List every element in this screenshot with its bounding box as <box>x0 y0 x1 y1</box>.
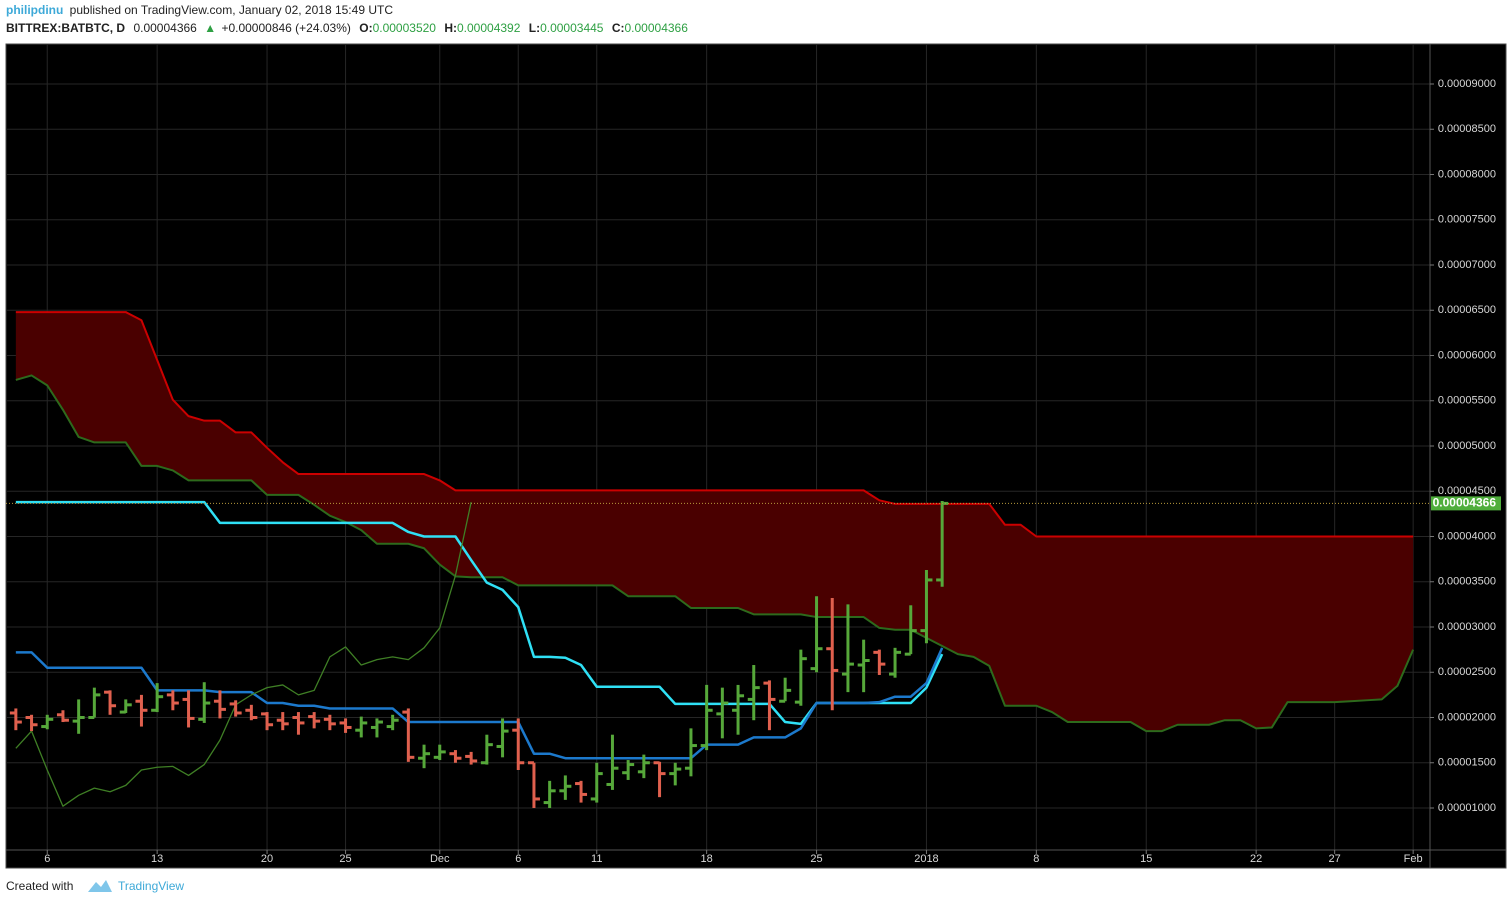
y-tick-label: 0.00007000 <box>1438 259 1496 271</box>
x-tick-label: 2018 <box>914 853 938 865</box>
y-tick-label: 0.00008500 <box>1438 123 1496 135</box>
indicator-line <box>15 647 944 760</box>
cloud-lower-line <box>15 374 1415 733</box>
cloud-fill <box>15 312 1414 732</box>
y-tick-label: 0.00006000 <box>1438 349 1496 361</box>
symbol: BITTREX:BATBTC, D <box>6 21 125 35</box>
publish-line: philipdinu published on TradingView.com,… <box>6 3 393 17</box>
x-tick-label: 20 <box>261 853 273 865</box>
arrow: ▲ <box>204 21 216 35</box>
y-tick-label: 0.00005000 <box>1438 440 1496 452</box>
y-tick-label: 0.00006500 <box>1438 304 1496 316</box>
y-tick-label: 0.00002000 <box>1438 711 1496 723</box>
x-tick-label: 22 <box>1250 853 1262 865</box>
x-tick-label: Feb <box>1404 853 1423 865</box>
ohlc-label: C: <box>612 21 625 35</box>
symbol-line: BITTREX:BATBTC, D 0.00004366 ▲ +0.000008… <box>6 21 688 35</box>
footer-created: Created with <box>6 879 73 893</box>
y-tick-label: 0.00007500 <box>1438 214 1496 226</box>
x-tick-label: 13 <box>151 853 163 865</box>
y-tick-label: 0.00001500 <box>1438 757 1496 769</box>
y-tick-label: 0.00003000 <box>1438 621 1496 633</box>
last-price-label: 0.00004366 <box>1433 496 1497 510</box>
y-tick-label: 0.00004500 <box>1438 485 1496 497</box>
y-tick-label: 0.00005500 <box>1438 395 1496 407</box>
x-tick-label: 11 <box>591 853 602 865</box>
ohlc-label: O: <box>359 21 372 35</box>
last: 0.00004366 <box>133 21 197 35</box>
ohlc-label: H: <box>444 21 457 35</box>
y-tick-label: 0.00008000 <box>1438 168 1496 180</box>
change: +0.00000846 (+24.03%) <box>221 21 350 35</box>
y-tick-label: 0.00004000 <box>1438 530 1496 542</box>
y-tick-label: 0.00003500 <box>1438 576 1496 588</box>
last-price-box <box>1431 496 1501 511</box>
ohlc-value: 0.00003445 <box>540 21 604 35</box>
ohlc-value: 0.00003520 <box>373 21 437 35</box>
x-tick-label: 8 <box>1033 853 1039 865</box>
axes: 0.00001000 0.00001500 0.00002000 0.00002500… <box>44 78 1501 865</box>
ohlc-value: 0.00004366 <box>625 21 689 35</box>
ohlc-label: L: <box>529 21 540 35</box>
indicator-line <box>15 501 472 807</box>
plot <box>6 311 1430 809</box>
y-tick-label: 0.00009000 <box>1438 78 1496 90</box>
published: published on TradingView.com, January 02… <box>70 3 394 17</box>
x-tick-label: Dec <box>430 853 450 865</box>
logo[interactable] <box>88 880 112 892</box>
y-tick-label: 0.00001000 <box>1438 802 1496 814</box>
x-tick-label: 27 <box>1329 853 1341 865</box>
x-tick-label: 15 <box>1140 853 1152 865</box>
x-tick-label: 6 <box>44 853 50 865</box>
x-tick-label: 25 <box>339 853 351 865</box>
cloud-upper-line <box>15 311 1414 538</box>
x-tick-label: 18 <box>701 853 713 865</box>
x-tick-label: 6 <box>515 853 521 865</box>
y-tick-label: 0.00002500 <box>1438 666 1496 678</box>
author[interactable]: philipdinu <box>6 3 63 17</box>
x-tick-label: 25 <box>810 853 822 865</box>
footer-brand[interactable]: TradingView <box>118 879 184 893</box>
indicator-line <box>15 500 944 726</box>
ohlc-value: 0.00004392 <box>457 21 521 35</box>
